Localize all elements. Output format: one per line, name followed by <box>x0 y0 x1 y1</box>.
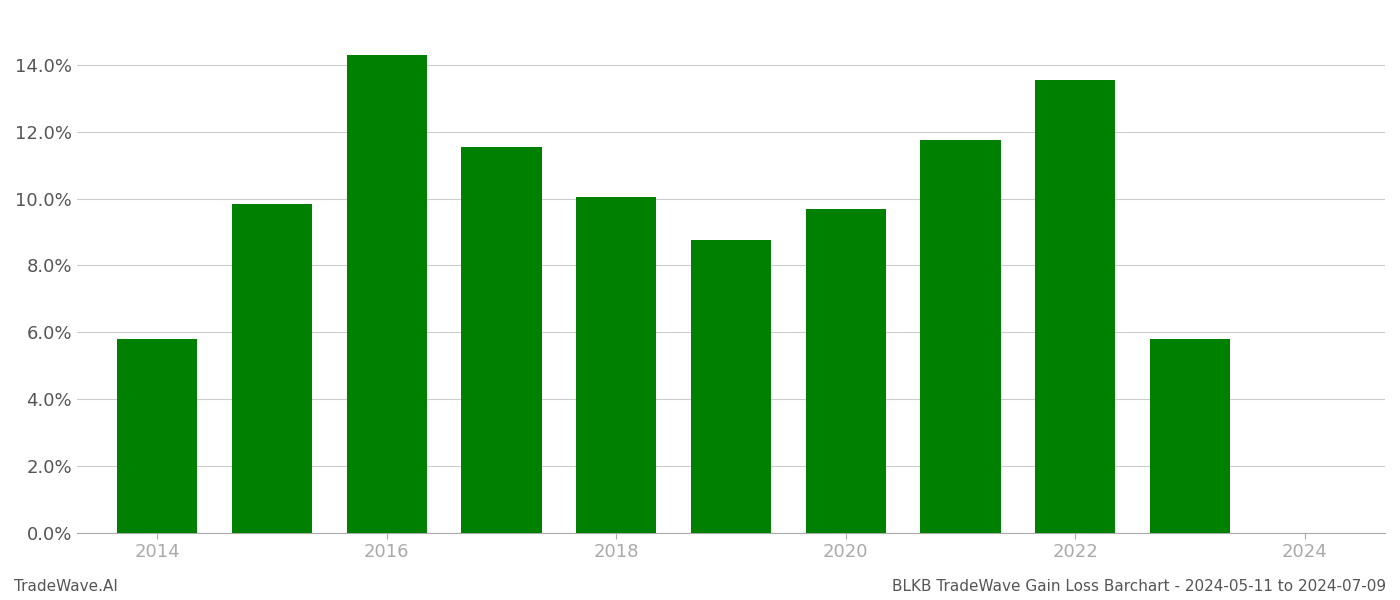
Bar <box>575 197 657 533</box>
Bar <box>118 339 197 533</box>
Bar <box>1149 339 1231 533</box>
Text: TradeWave.AI: TradeWave.AI <box>14 579 118 594</box>
Text: BLKB TradeWave Gain Loss Barchart - 2024-05-11 to 2024-07-09: BLKB TradeWave Gain Loss Barchart - 2024… <box>892 579 1386 594</box>
Bar <box>461 147 542 533</box>
Bar <box>920 140 1001 533</box>
Bar <box>690 241 771 533</box>
Bar <box>232 203 312 533</box>
Bar <box>347 55 427 533</box>
Bar <box>1035 80 1116 533</box>
Bar <box>805 209 886 533</box>
